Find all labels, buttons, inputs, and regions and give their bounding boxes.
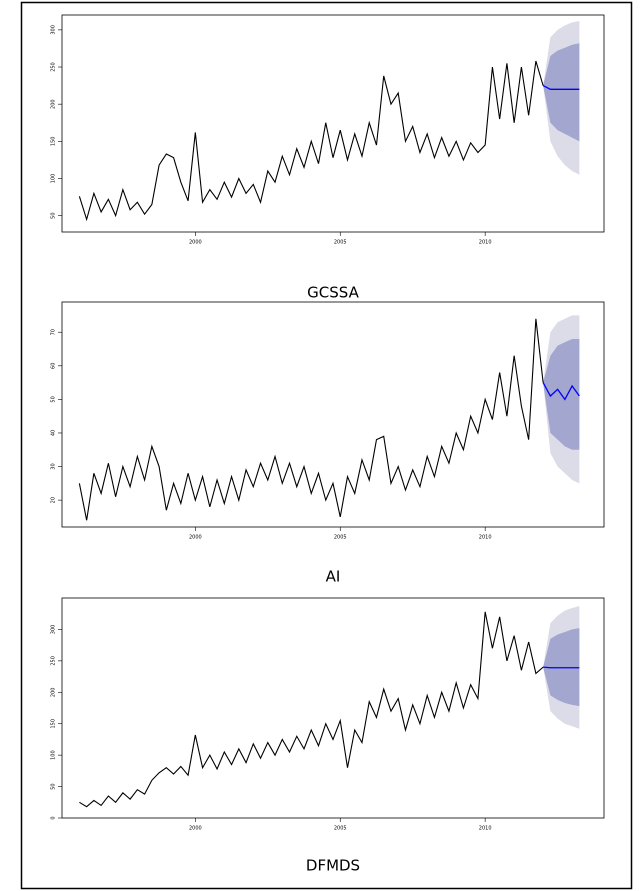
y-tick-label: 50 bbox=[51, 396, 57, 402]
y-tick-label: 50 bbox=[51, 212, 57, 218]
y-tick-label: 200 bbox=[51, 99, 57, 109]
x-tick-label: 2000 bbox=[189, 826, 202, 832]
y-tick-label: 250 bbox=[51, 62, 57, 72]
forecast-line bbox=[542, 382, 580, 401]
chart-title: AI bbox=[326, 568, 341, 586]
forecast-line bbox=[543, 666, 580, 669]
x-tick-label: 2000 bbox=[189, 535, 202, 541]
x-tick-label: 2005 bbox=[334, 826, 347, 832]
y-tick-label: 300 bbox=[51, 25, 57, 35]
y-tick-label: 100 bbox=[51, 750, 57, 760]
chart-title: GCSSA bbox=[307, 284, 359, 302]
series-line bbox=[78, 60, 544, 222]
y-tick-label: 60 bbox=[51, 363, 57, 369]
figure-frame bbox=[20, 1, 633, 890]
y-tick-label: 100 bbox=[51, 174, 57, 184]
y-tick-label: 70 bbox=[51, 329, 57, 335]
y-tick-label: 250 bbox=[51, 656, 57, 666]
plot-frame bbox=[61, 597, 605, 819]
x-tick-label: 2010 bbox=[479, 535, 492, 541]
chart-title: DFMDS bbox=[306, 857, 360, 875]
y-tick-label: 20 bbox=[51, 497, 57, 503]
y-tick-label: 50 bbox=[51, 783, 57, 789]
series-line bbox=[78, 318, 544, 521]
y-tick-label: 30 bbox=[51, 463, 57, 469]
x-tick-label: 2010 bbox=[479, 826, 492, 832]
y-tick-label: 150 bbox=[51, 137, 57, 147]
y-tick-label: 150 bbox=[51, 719, 57, 729]
y-tick-label: 40 bbox=[51, 430, 57, 436]
series-line bbox=[79, 611, 544, 808]
x-tick-label: 2000 bbox=[189, 240, 202, 246]
x-tick-label: 2005 bbox=[334, 240, 347, 246]
x-tick-label: 2010 bbox=[479, 240, 492, 246]
y-tick-label: 300 bbox=[51, 625, 57, 635]
band-80 bbox=[543, 43, 580, 142]
plot-frame bbox=[61, 301, 605, 528]
x-tick-label: 2005 bbox=[334, 535, 347, 541]
y-tick-label: 0 bbox=[51, 816, 57, 819]
plot-frame bbox=[61, 14, 605, 233]
y-tick-label: 200 bbox=[51, 688, 57, 698]
forecast-line bbox=[542, 85, 580, 90]
